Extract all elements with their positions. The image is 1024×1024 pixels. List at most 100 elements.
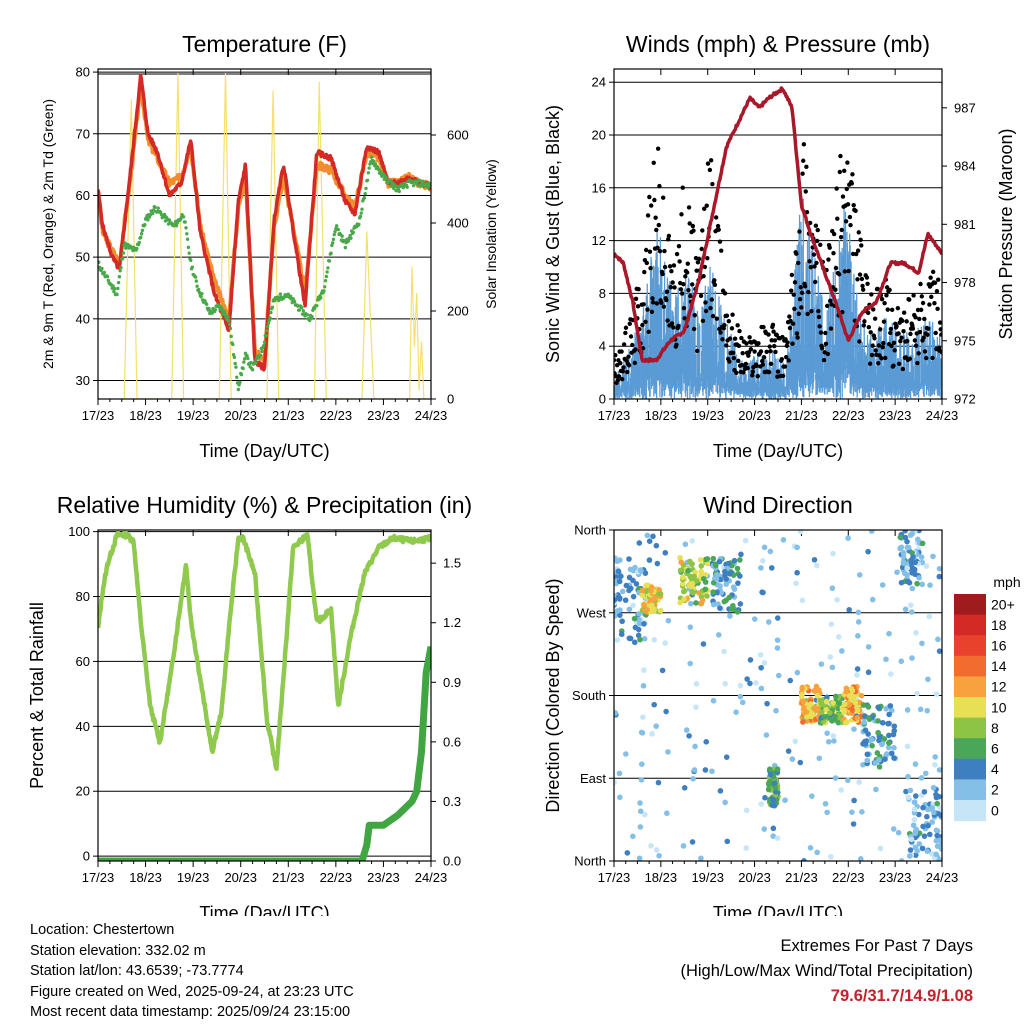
direction-point bbox=[883, 751, 890, 757]
gust-point bbox=[694, 268, 699, 273]
gust-point bbox=[662, 264, 668, 270]
gust-point bbox=[782, 364, 788, 369]
direction-point bbox=[638, 777, 645, 783]
direction-point bbox=[883, 705, 889, 712]
direction-point bbox=[918, 554, 925, 560]
direction-point bbox=[693, 600, 699, 606]
gust-point bbox=[915, 360, 920, 366]
direction-point bbox=[747, 680, 753, 687]
direction-point bbox=[907, 787, 914, 794]
gust-point bbox=[734, 370, 739, 375]
direction-point bbox=[934, 800, 941, 807]
gust-point bbox=[614, 362, 620, 368]
direction-point bbox=[794, 544, 800, 551]
x-tick-label: 23/23 bbox=[879, 408, 912, 423]
direction-point bbox=[662, 640, 668, 646]
direction-point bbox=[897, 534, 904, 541]
direction-point bbox=[662, 549, 669, 556]
gust-point bbox=[834, 186, 839, 191]
gust-point bbox=[620, 369, 626, 374]
gust-point bbox=[674, 251, 680, 257]
gust-point bbox=[817, 324, 822, 329]
direction-point bbox=[654, 560, 661, 567]
direction-point bbox=[809, 711, 816, 717]
direction-point bbox=[895, 829, 902, 836]
y2-tick-label: 1.5 bbox=[443, 556, 461, 571]
gust-point bbox=[649, 203, 654, 208]
direction-point bbox=[637, 636, 643, 643]
dewpoint-point bbox=[175, 221, 179, 225]
gust-point bbox=[843, 219, 849, 224]
direction-point bbox=[693, 704, 699, 711]
direction-point bbox=[710, 601, 717, 608]
extremes-values: 79.6/31.7/14.9/1.08 bbox=[830, 987, 973, 1005]
dewpoint-point bbox=[204, 302, 209, 306]
direction-point bbox=[659, 667, 666, 674]
dewpoint-point bbox=[286, 292, 290, 296]
gust-point bbox=[856, 230, 861, 235]
legend-swatch bbox=[954, 594, 986, 616]
chart-title: Relative Humidity (%) & Precipitation (i… bbox=[57, 492, 472, 518]
direction-point bbox=[651, 636, 658, 643]
gust-point bbox=[747, 335, 752, 340]
direction-point bbox=[913, 630, 919, 636]
gust-point bbox=[764, 349, 769, 355]
gust-point bbox=[870, 343, 875, 348]
direction-point bbox=[767, 778, 774, 785]
x-tick-label: 20/23 bbox=[738, 870, 771, 885]
gust-point bbox=[780, 334, 785, 340]
y-tick-label: 24 bbox=[592, 75, 606, 90]
dewpoint-point bbox=[265, 329, 269, 333]
gust-point bbox=[754, 363, 759, 368]
gust-point bbox=[666, 237, 671, 242]
gust-point bbox=[910, 326, 916, 331]
gust-point bbox=[802, 284, 808, 289]
direction-point bbox=[933, 691, 940, 698]
gust-point bbox=[900, 318, 905, 323]
gust-point bbox=[683, 274, 688, 279]
dewpoint-point bbox=[315, 303, 319, 308]
dewpoint-point bbox=[331, 237, 336, 242]
plot-frame bbox=[613, 68, 943, 400]
direction-point bbox=[869, 742, 875, 749]
gust-point bbox=[702, 264, 708, 270]
gust-point bbox=[899, 335, 904, 340]
gust-point bbox=[731, 355, 737, 361]
gust-point bbox=[836, 272, 842, 277]
dewpoint-point bbox=[187, 251, 191, 255]
direction-point bbox=[721, 598, 728, 605]
direction-point bbox=[737, 693, 744, 700]
direction-point bbox=[898, 858, 905, 861]
direction-point bbox=[767, 771, 774, 778]
direction-point bbox=[823, 707, 829, 713]
direction-point bbox=[653, 542, 660, 549]
dewpoint-point bbox=[194, 279, 199, 283]
gust-point bbox=[737, 328, 742, 334]
direction-point bbox=[624, 850, 631, 856]
gust-point bbox=[811, 252, 817, 257]
direction-point bbox=[800, 719, 806, 725]
y-tick-label: 16 bbox=[592, 180, 606, 195]
direction-point bbox=[902, 530, 908, 534]
direction-point bbox=[832, 775, 839, 781]
direction-point bbox=[908, 836, 915, 843]
gust-point bbox=[818, 242, 823, 247]
gust-point bbox=[913, 315, 918, 320]
direction-point bbox=[770, 825, 777, 832]
direction-point bbox=[693, 680, 700, 687]
dewpoint-point bbox=[364, 186, 368, 191]
direction-point bbox=[927, 806, 934, 812]
direction-point bbox=[846, 693, 853, 699]
dewpoint-point bbox=[200, 292, 204, 296]
gust-point bbox=[769, 338, 774, 343]
direction-point bbox=[677, 599, 683, 606]
dewpoint-point bbox=[348, 233, 352, 238]
gust-point bbox=[749, 373, 755, 378]
direction-point bbox=[903, 788, 909, 795]
y2-tick-label: 0.0 bbox=[443, 854, 461, 869]
dewpoint-point bbox=[346, 239, 351, 243]
gust-point bbox=[858, 237, 863, 242]
direction-point bbox=[912, 830, 919, 837]
direction-point bbox=[906, 853, 913, 859]
gust-point bbox=[859, 276, 865, 282]
